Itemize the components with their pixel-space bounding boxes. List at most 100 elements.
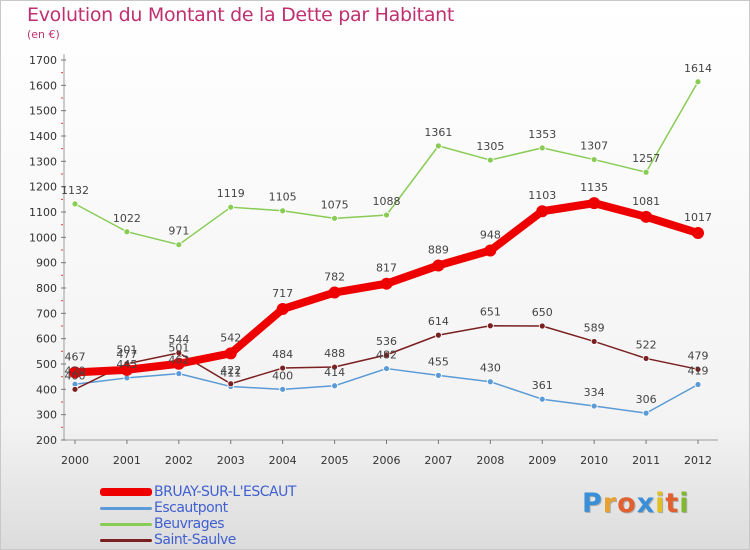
legend-swatch-bruay (100, 488, 152, 496)
data-point (227, 380, 235, 388)
x-tick-label: 2001 (113, 454, 141, 467)
data-point (380, 277, 393, 290)
data-point (640, 210, 653, 223)
data-point (331, 382, 338, 390)
data-point (383, 365, 390, 372)
y-tick-label: 1000 (29, 231, 57, 244)
data-point (383, 351, 390, 359)
data-label: 544 (168, 333, 189, 346)
data-label: 477 (116, 348, 137, 361)
data-label: 334 (584, 386, 605, 399)
data-label: 1135 (580, 181, 608, 194)
legend-swatch-escautpont (100, 507, 152, 510)
x-tick-label: 2009 (528, 454, 556, 467)
legend-label-saint-saulve: Saint-Saulve (154, 532, 236, 548)
data-label: 445 (116, 358, 137, 371)
series-line-2 (74, 81, 699, 246)
x-tick-label: 2000 (61, 454, 89, 467)
data-point (538, 144, 546, 152)
data-label: 400 (65, 369, 86, 382)
y-tick-label: 300 (36, 409, 57, 422)
data-label: 422 (220, 364, 241, 377)
data-label: 420 (65, 364, 86, 377)
data-point (435, 142, 442, 150)
data-point (279, 364, 287, 372)
logo-letter: x (636, 488, 656, 519)
data-point (175, 349, 183, 357)
data-point (71, 200, 79, 208)
data-point (694, 78, 702, 86)
data-point (331, 214, 338, 222)
y-tick-label: 400 (36, 383, 57, 396)
data-point (694, 381, 702, 388)
data-label: 501 (116, 344, 137, 357)
data-label: 479 (688, 349, 709, 362)
data-label: 455 (428, 355, 449, 368)
chart-title: Evolution du Montant de la Dette par Hab… (27, 4, 455, 26)
logo-letter: t (665, 488, 680, 519)
y-tick-label: 1200 (29, 181, 57, 194)
x-tick-label: 2012 (684, 454, 712, 467)
data-label: 948 (480, 229, 501, 242)
y-tick-label: 500 (36, 358, 57, 371)
data-label: 411 (220, 367, 241, 380)
data-label: 419 (688, 365, 709, 378)
y-tick-label: 1100 (29, 206, 57, 219)
data-point (383, 211, 390, 219)
data-point (536, 205, 549, 218)
y-tick-label: 700 (36, 307, 57, 320)
data-label: 536 (376, 335, 397, 348)
data-point (538, 322, 546, 330)
data-label: 1017 (684, 211, 712, 224)
y-tick-label: 1600 (29, 79, 57, 92)
y-tick-label: 1300 (29, 155, 57, 168)
logo-letter: P (582, 488, 603, 519)
data-point (432, 259, 445, 272)
x-tick-label: 2004 (269, 454, 297, 467)
data-point (590, 156, 598, 163)
data-point (172, 357, 185, 370)
data-point (279, 385, 287, 393)
data-label: 1103 (528, 189, 556, 202)
data-label: 1132 (61, 184, 89, 197)
chart-subtitle: (en €) (27, 28, 60, 41)
data-point (588, 197, 601, 210)
y-tick-label: 900 (36, 257, 57, 270)
y-tick-label: 200 (36, 434, 57, 447)
data-label: 1022 (113, 212, 141, 225)
x-tick-label: 2010 (580, 454, 608, 467)
y-tick-label: 1700 (29, 54, 57, 67)
data-label: 361 (532, 379, 553, 392)
data-point (331, 363, 338, 371)
data-point (642, 168, 650, 176)
data-label: 501 (168, 342, 189, 355)
y-tick-label: 1400 (29, 130, 57, 143)
proxiti-logo: Proxiti (582, 488, 690, 519)
data-label: 414 (324, 366, 345, 379)
data-label: 1361 (424, 126, 452, 139)
data-point (538, 395, 546, 403)
data-label: 782 (324, 271, 345, 284)
x-tick-label: 2008 (476, 454, 504, 467)
logo-letter: i (655, 488, 666, 519)
data-point (71, 385, 79, 393)
data-point (642, 355, 650, 362)
data-label: 1119 (217, 187, 245, 200)
data-point (486, 156, 494, 164)
data-label: 889 (428, 243, 449, 256)
x-tick-label: 2005 (321, 454, 349, 467)
data-point (694, 365, 702, 373)
legend-label-bruay: BRUAY-SUR-L'ESCAUT (154, 484, 296, 500)
data-point (69, 366, 81, 379)
data-label: 484 (272, 348, 293, 361)
logo-letter: i (679, 488, 690, 519)
data-point (227, 203, 235, 211)
data-point (328, 286, 341, 299)
data-point (486, 322, 494, 330)
legend-label-beuvrages: Beuvrages (154, 516, 225, 532)
data-label: 482 (376, 349, 397, 362)
data-label: 1353 (528, 128, 556, 141)
x-tick-label: 2003 (217, 454, 245, 467)
